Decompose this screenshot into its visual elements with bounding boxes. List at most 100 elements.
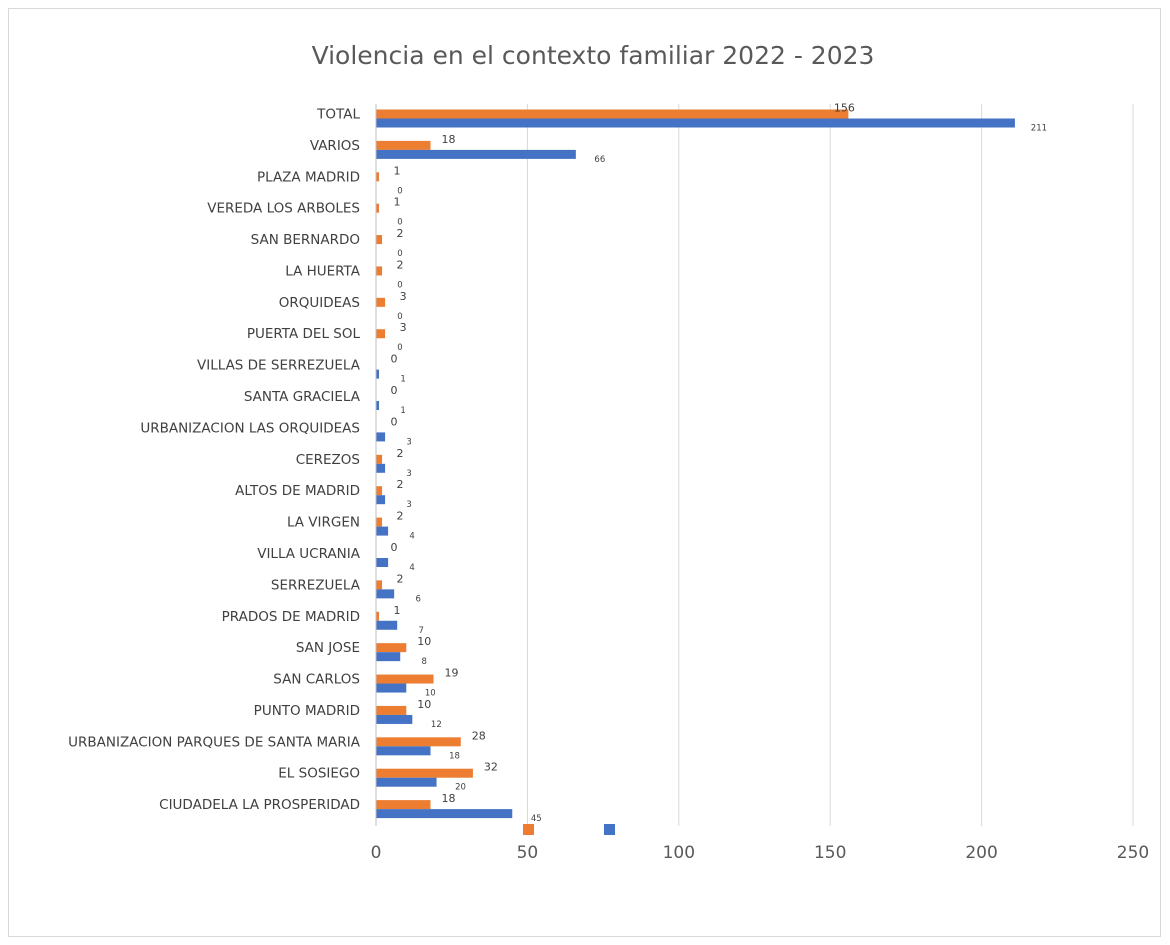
bar-2022 [376, 643, 407, 653]
data-label-2022: 0 [391, 353, 398, 366]
data-label-2023: 3 [406, 469, 411, 479]
data-label-2022: 2 [397, 478, 404, 491]
category-label: URBANIZACION LAS ORQUIDEAS [140, 420, 360, 436]
category-label: PRADOS DE MADRID [222, 609, 360, 625]
data-label-2023: 10 [425, 689, 436, 699]
bar-2022 [376, 329, 386, 339]
data-label-2023: 0 [397, 218, 402, 228]
bar-2022 [376, 580, 383, 590]
legend [523, 824, 615, 835]
category-label: PLAZA MADRID [257, 169, 360, 185]
data-label-2022: 10 [417, 635, 431, 648]
x-tick-label: 100 [663, 843, 695, 863]
bar-2023 [376, 589, 395, 599]
bar-2022 [376, 768, 473, 778]
data-label-2023: 7 [418, 626, 423, 636]
data-label-2023: 3 [406, 437, 411, 447]
bar-2022 [376, 705, 407, 715]
gridlines [526, 104, 1134, 826]
bar-2022 [376, 266, 383, 276]
data-label-2022: 2 [397, 447, 404, 460]
data-label-2022: 0 [391, 384, 398, 397]
data-label-2022: 10 [417, 698, 431, 711]
category-label: PUERTA DEL SOL [247, 326, 361, 342]
category-label: ALTOS DE MADRID [235, 483, 360, 499]
data-label-2023: 0 [397, 343, 402, 353]
category-label: VEREDA LOS ARBOLES [207, 201, 360, 217]
data-label-2022: 3 [400, 321, 407, 334]
bar-2023 [376, 620, 398, 630]
bar-2023 [376, 149, 576, 159]
bar-2022 [376, 674, 434, 684]
bar-2023 [376, 463, 386, 473]
bar-2023 [376, 118, 1015, 128]
legend-swatch-2023 [604, 824, 615, 835]
data-label-2022: 28 [472, 729, 486, 742]
category-label: VILLAS DE SERREZUELA [197, 358, 361, 374]
bar-2023 [376, 714, 413, 724]
data-label-2023: 6 [415, 594, 420, 604]
bar-2022 [376, 172, 380, 182]
data-label-2023: 45 [531, 814, 542, 824]
category-label: PUNTO MADRID [254, 703, 360, 719]
bar-2022 [376, 235, 383, 245]
bar-2022 [376, 203, 380, 213]
x-tick-label: 0 [371, 843, 382, 863]
data-label-2023: 8 [422, 657, 427, 667]
data-label-2023: 66 [594, 155, 605, 165]
data-label-2023: 12 [431, 720, 442, 730]
bar-2022 [376, 297, 386, 307]
category-label: CIUDADELA LA PROSPERIDAD [159, 797, 360, 813]
data-label-2023: 4 [409, 532, 414, 542]
chart-title: Violencia en el contexto familiar 2022 -… [312, 41, 875, 70]
category-label: SAN CARLOS [273, 672, 360, 688]
data-label-2022: 0 [391, 541, 398, 554]
category-label: SAN JOSE [296, 640, 360, 656]
bar-2022 [376, 140, 431, 150]
data-label-2022: 2 [397, 258, 404, 271]
category-label: LA VIRGEN [287, 515, 360, 531]
data-label-2023: 0 [397, 280, 402, 290]
bar-2022 [376, 109, 849, 119]
x-tick-label: 50 [517, 843, 539, 863]
bar-2022 [376, 737, 461, 747]
data-label-2023: 1 [400, 406, 405, 416]
bar-2023 [376, 401, 380, 411]
data-label-2023: 3 [406, 500, 411, 510]
bar-2023 [376, 526, 389, 536]
chart-frame [8, 8, 1161, 937]
category-label: EL SOSIEGO [278, 766, 360, 782]
data-label-2023: 0 [397, 312, 402, 322]
data-label-2022: 19 [445, 667, 459, 680]
data-label-2022: 0 [391, 415, 398, 428]
bars [376, 109, 1015, 819]
data-label-2022: 156 [834, 102, 855, 115]
bar-2022 [376, 517, 383, 527]
x-tick-label: 250 [1117, 843, 1149, 863]
data-label-2023: 211 [1031, 124, 1047, 134]
category-label: SAN BERNARDO [251, 232, 360, 248]
x-tick-label: 200 [965, 843, 997, 863]
category-label: TOTAL [316, 107, 360, 123]
bar-2022 [376, 611, 380, 621]
data-label-2022: 18 [442, 792, 456, 805]
category-label: VILLA UCRANIA [257, 546, 361, 562]
x-axis-ticks: 0 50 100 150 200 250 [371, 843, 1150, 863]
data-label-2022: 1 [394, 164, 401, 177]
data-label-2022: 32 [484, 761, 498, 774]
data-label-2023: 0 [397, 186, 402, 196]
bar-2022 [376, 454, 383, 464]
data-labels: 1562111866101020203030010103232324042617… [391, 102, 1048, 825]
x-tick-label: 150 [814, 843, 846, 863]
bar-2023 [376, 777, 437, 787]
data-label-2023: 18 [449, 751, 460, 761]
category-label: CEREZOS [296, 452, 360, 468]
data-label-2022: 3 [400, 290, 407, 303]
category-labels: TOTAL VARIOS PLAZA MADRID VEREDA LOS ARBOLE… [68, 107, 361, 814]
bar-2023 [376, 746, 431, 756]
legend-swatch-2022 [523, 824, 534, 835]
bar-2023 [376, 809, 513, 819]
data-label-2023: 4 [409, 563, 414, 573]
data-label-2022: 18 [442, 133, 456, 146]
